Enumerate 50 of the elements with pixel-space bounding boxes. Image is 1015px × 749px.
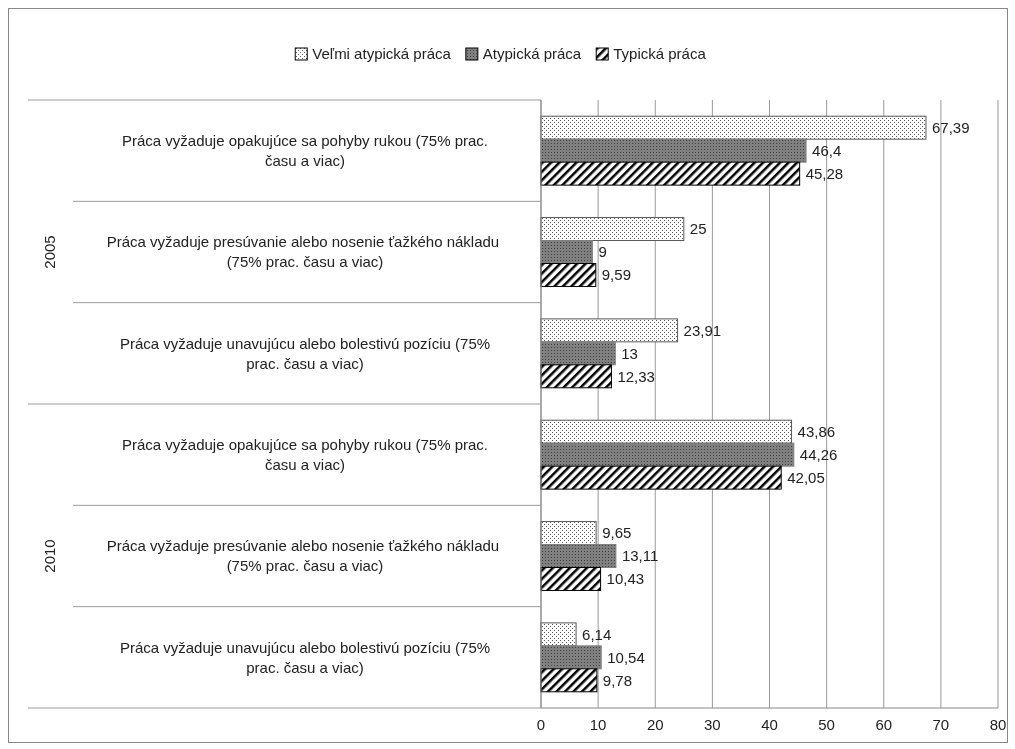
y-tick-label: Práca vyžaduje opakujúce sa pohyby rukou (75% prac. času a viac) (121, 435, 489, 473)
x-tick-label: 30 (704, 716, 721, 733)
bar (540, 115, 927, 140)
data-label: 9,59 (601, 266, 631, 284)
x-tick-label: 20 (646, 716, 664, 733)
data-label: 46,4 (812, 141, 842, 159)
y-tick-label: Práca vyžaduje presúvanie alebo nosenie ťažkého nákladu (75% prac. času a viac) (106, 537, 504, 575)
data-label: 67,39 (931, 118, 970, 136)
bar (540, 161, 801, 186)
x-tick-label: 80 (989, 716, 1007, 733)
x-tick-label: 50 (818, 716, 835, 733)
text: 2005 (41, 235, 59, 269)
x-tick-label: 0 (536, 716, 546, 733)
data-label: 13,11 (621, 547, 659, 565)
bar (540, 465, 782, 490)
data-label: 23,91 (683, 321, 722, 339)
data-label: 9,65 (602, 524, 632, 542)
bar (540, 262, 597, 287)
data-label: 45,28 (805, 164, 844, 182)
bar (540, 364, 612, 389)
x-tick-label: 40 (761, 716, 778, 733)
bar (540, 318, 679, 343)
data-label: 44,26 (799, 445, 838, 463)
data-label: 43,86 (797, 422, 836, 440)
data-label: 10,43 (606, 570, 645, 588)
x-tick-label: 60 (875, 716, 893, 733)
legend-label: Atypická práca (482, 45, 582, 63)
data-label: 25 (689, 220, 707, 238)
x-tick-label: 10 (589, 716, 607, 733)
y-tick-label: Práca vyžaduje presúvanie alebo nosenie ťažkého nákladu (75% prac. času a viac) (106, 233, 504, 271)
y-tick-label: Práca vyžaduje unavujúcu alebo bolestivú pozíciu (75% prac. času a viac) (119, 334, 491, 372)
data-label: 42,05 (787, 468, 825, 486)
data-label: 10,54 (607, 648, 645, 666)
text: 2010 (41, 539, 59, 573)
bar (540, 566, 602, 591)
data-label: 13 (621, 344, 638, 362)
data-label: 12,33 (617, 367, 655, 385)
bar (540, 419, 793, 444)
data-label: 6,14 (582, 625, 612, 643)
bar (540, 622, 577, 647)
y-tick-label: Práca vyžaduje unavujúcu alebo bolestivú pozíciu (75% prac. času a viac) (119, 638, 491, 676)
bar (540, 217, 685, 242)
bar (540, 668, 598, 693)
x-tick-label: 70 (932, 716, 950, 733)
legend-label: Typická práca (613, 45, 707, 63)
y-tick-label: Práca vyžaduje opakujúce sa pohyby rukou (75% prac. času a viac) (121, 131, 489, 169)
data-label: 9 (598, 243, 607, 261)
data-label: 9,78 (602, 671, 633, 689)
legend-label: Veľmi atypická práca (312, 45, 452, 63)
bar (540, 521, 597, 546)
